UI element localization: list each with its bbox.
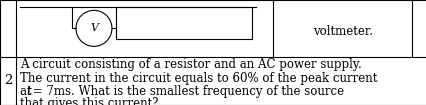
Text: A circuit consisting of a resistor and an AC power supply.: A circuit consisting of a resistor and a… (20, 58, 360, 71)
Text: V: V (90, 23, 98, 33)
Text: = 7ms. What is the smallest frequency of the source: = 7ms. What is the smallest frequency of… (29, 85, 343, 98)
Text: t: t (26, 85, 32, 98)
Text: 2: 2 (4, 74, 12, 87)
Text: at: at (20, 85, 35, 98)
Text: voltmeter.: voltmeter. (312, 25, 372, 38)
Text: The current in the circuit equals to 60% of the peak current: The current in the circuit equals to 60%… (20, 72, 376, 85)
Text: that gives this current?: that gives this current? (20, 97, 158, 105)
Ellipse shape (76, 10, 112, 46)
